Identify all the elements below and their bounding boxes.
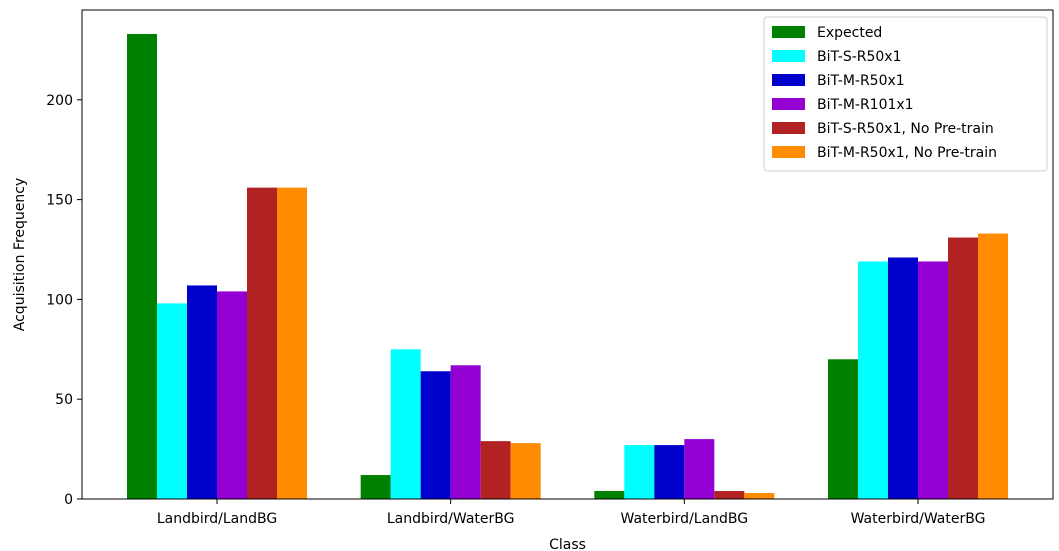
bar bbox=[624, 445, 655, 499]
legend-swatch bbox=[772, 98, 805, 110]
x-tick-label: Landbird/WaterBG bbox=[387, 511, 515, 527]
bar bbox=[127, 33, 157, 499]
y-axis-label: Acquisition Frequency bbox=[12, 178, 28, 331]
legend-swatch bbox=[772, 146, 805, 158]
bar bbox=[157, 303, 187, 499]
bar bbox=[684, 439, 715, 499]
bar bbox=[360, 475, 391, 499]
plot-frame bbox=[81, 9, 1054, 500]
y-tick-label: 100 bbox=[46, 292, 73, 308]
y-tick-label: 200 bbox=[46, 93, 73, 109]
legend-swatch bbox=[772, 26, 805, 38]
y-tick-label: 0 bbox=[64, 492, 73, 508]
bar bbox=[217, 291, 247, 499]
x-tick-label: Waterbird/WaterBG bbox=[851, 511, 986, 527]
bar bbox=[247, 187, 277, 500]
bars-layer bbox=[127, 33, 1008, 500]
bar bbox=[450, 365, 481, 499]
legend: Expected BiT-S-R50x1 BiT-M-R50x1 BiT-M-R101… bbox=[763, 16, 1048, 172]
legend-swatch bbox=[772, 50, 805, 62]
legend-label: BiT-M-R101x1 bbox=[817, 97, 914, 113]
y-tick-label: 150 bbox=[46, 193, 73, 209]
bar bbox=[390, 349, 421, 499]
x-tick-label: Landbird/LandBG bbox=[157, 511, 277, 527]
bar bbox=[828, 359, 858, 499]
bar bbox=[858, 261, 888, 499]
legend-label: BiT-S-R50x1, No Pre-train bbox=[817, 121, 994, 137]
bar bbox=[888, 257, 918, 499]
legend-swatch bbox=[772, 74, 805, 86]
bar bbox=[948, 237, 978, 499]
bar bbox=[744, 493, 775, 499]
axes-layer: 0 50 100 150 200 Landbird/LandBG Landbird/Wate… bbox=[12, 9, 1054, 551]
bar bbox=[420, 371, 451, 499]
bar bbox=[480, 441, 511, 499]
bar bbox=[978, 233, 1008, 500]
bar bbox=[510, 443, 541, 499]
bar bbox=[187, 285, 217, 499]
legend-label: BiT-S-R50x1 bbox=[817, 49, 902, 65]
bar bbox=[714, 491, 745, 499]
bar bbox=[654, 445, 685, 499]
legend-label: BiT-M-R50x1, No Pre-train bbox=[817, 145, 997, 161]
bar bbox=[918, 261, 948, 499]
x-axis-label: Class bbox=[549, 537, 586, 551]
legend-label: Expected bbox=[817, 25, 882, 41]
x-tick-label: Waterbird/LandBG bbox=[621, 511, 749, 527]
legend-box bbox=[763, 16, 1048, 172]
legend-label: BiT-M-R50x1 bbox=[817, 73, 905, 89]
bar bbox=[594, 491, 625, 499]
y-tick-label: 50 bbox=[55, 392, 73, 408]
legend-swatch bbox=[772, 122, 805, 134]
bar bbox=[277, 187, 307, 500]
